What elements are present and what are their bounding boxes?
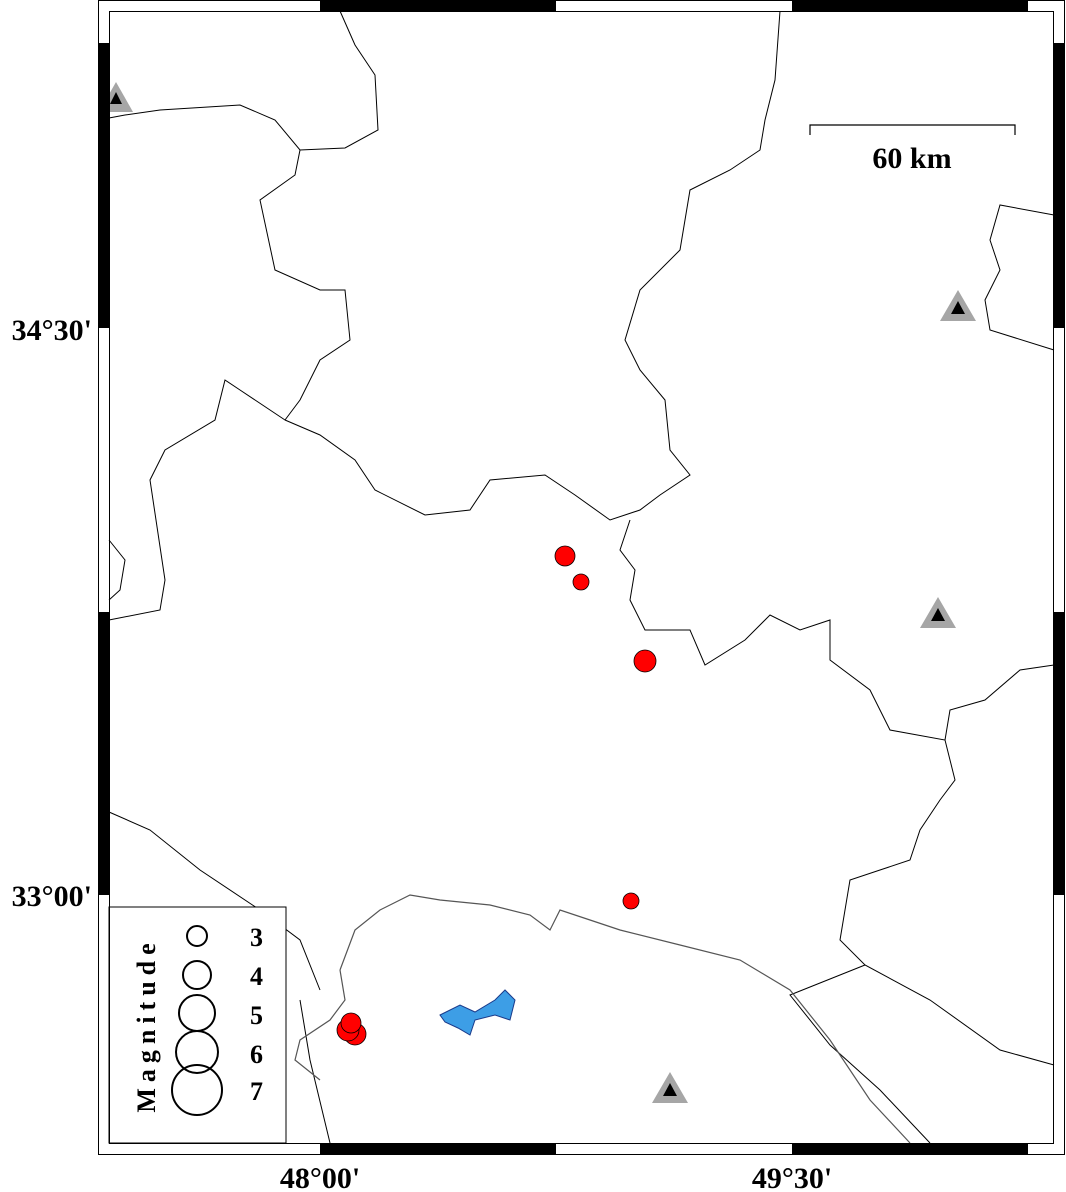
legend-entry: 5 [250,1001,263,1030]
legend-entry: 7 [250,1077,263,1106]
stations [99,82,976,1103]
scale-bar: 60 km [809,124,1016,175]
lon-label: 49°30' [752,1162,832,1192]
map-frame [98,0,1065,1155]
scale-bar-label: 60 km [872,142,951,175]
station-triangle[interactable] [940,290,976,321]
station-triangle[interactable] [652,1072,688,1103]
legend: Magnitude 3 4 5 6 7 [108,906,287,1144]
river [294,969,346,1081]
earthquake[interactable] [340,1012,362,1034]
legend-entry: 4 [250,962,263,991]
lake [439,989,516,1036]
legend-entry: 3 [250,923,263,952]
lat-label: 33°00' [12,880,92,913]
earthquake[interactable] [633,649,657,673]
station-triangle[interactable] [920,597,956,628]
legend-entry: 6 [250,1040,263,1069]
province-borders [108,10,1055,1144]
lon-label: 48°00' [280,1162,360,1192]
coastline [339,894,911,1144]
earthquakes [336,545,657,1046]
earthquake[interactable] [572,573,590,591]
lat-label: 34°30' [12,314,92,347]
earthquake[interactable] [554,545,576,567]
earthquake[interactable] [622,892,640,910]
legend-title: Magnitude [132,937,161,1112]
